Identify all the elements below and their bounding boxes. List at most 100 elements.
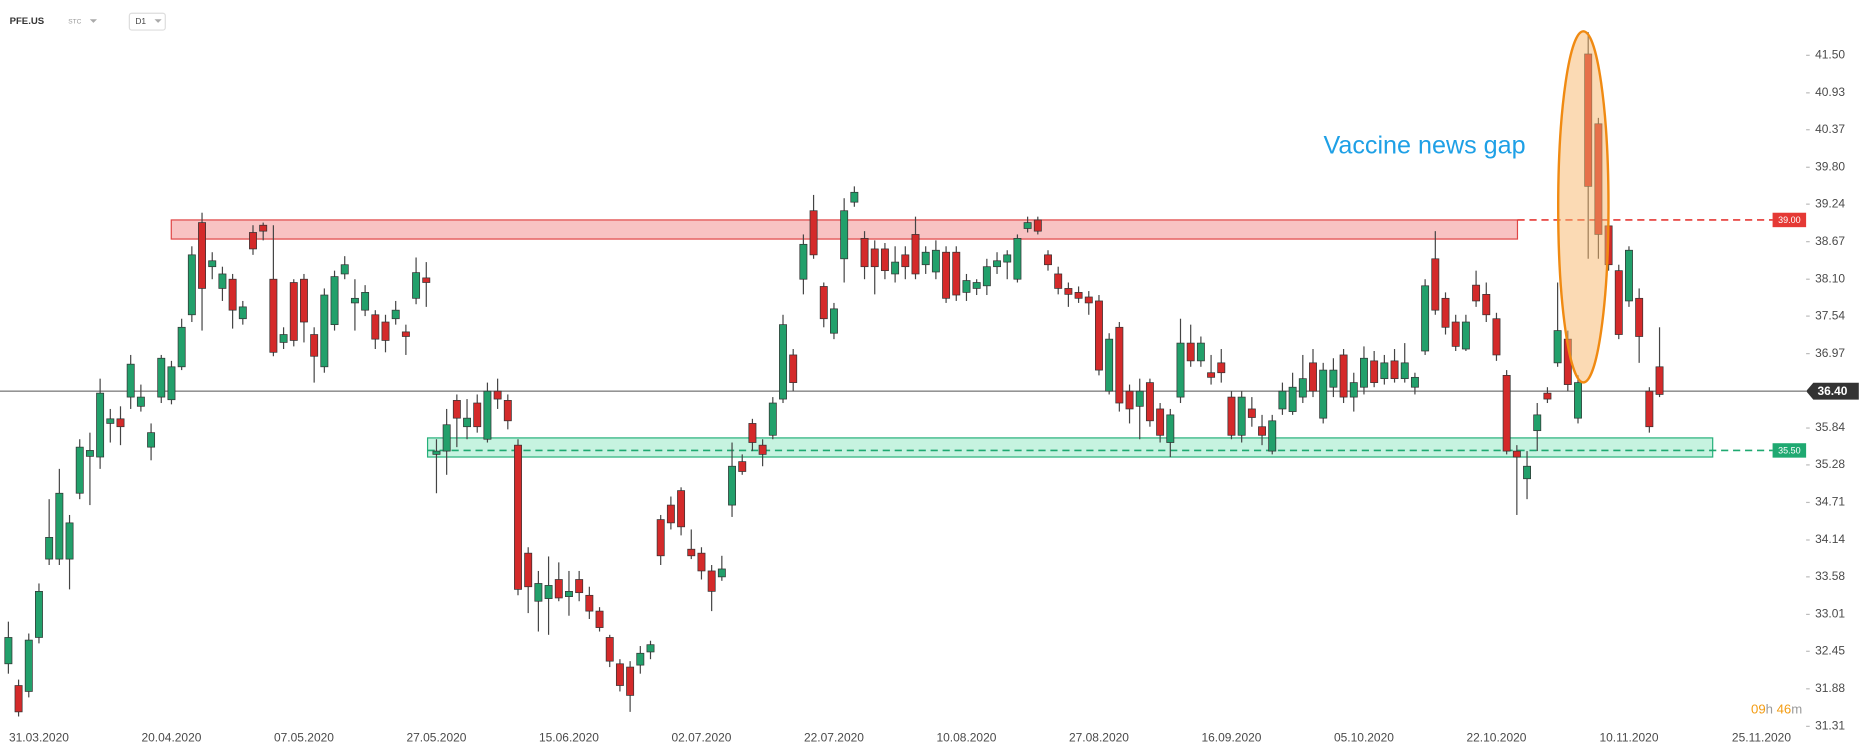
candle-body: [1023, 222, 1032, 229]
candle-body: [249, 232, 257, 250]
candle-body: [442, 424, 451, 452]
candle-body: [565, 590, 573, 597]
candle-body: [1472, 284, 1481, 302]
candle-body: [952, 251, 961, 296]
x-tick-label: 10.11.2020: [1599, 731, 1658, 745]
candle-body: [942, 251, 951, 299]
candle-body: [1339, 354, 1348, 398]
candle-body: [279, 334, 288, 343]
candle-body: [982, 266, 991, 287]
candle-body: [1125, 390, 1134, 410]
x-tick-label: 27.08.2020: [1069, 731, 1129, 745]
candle-body: [1237, 396, 1246, 436]
y-tick-label: 35.28: [1815, 457, 1845, 471]
candle-body: [340, 264, 349, 275]
candle-body: [544, 585, 553, 599]
symbol: PFE.US: [10, 16, 45, 27]
candle-body: [187, 254, 196, 316]
candle-body: [1451, 321, 1460, 347]
candle-body: [748, 423, 757, 443]
candle-body: [55, 492, 64, 560]
candle-body: [819, 286, 828, 320]
dropdown-arrow: [154, 19, 162, 23]
candle-body: [106, 418, 115, 424]
candle-body: [228, 278, 237, 311]
candle-body: [493, 390, 502, 400]
candle-body: [1655, 366, 1664, 395]
candle-body: [1380, 362, 1389, 380]
candle-body: [1635, 297, 1644, 337]
candle-body: [463, 417, 471, 428]
candle-body: [962, 280, 971, 293]
candle-body: [503, 400, 512, 422]
interval-box[interactable]: [128, 12, 166, 31]
candle-body: [4, 637, 13, 665]
candle-body: [45, 536, 54, 560]
candle-body: [707, 570, 716, 592]
candle-body: [870, 248, 879, 268]
candle-body: [320, 294, 329, 368]
candle-body: [1512, 450, 1521, 458]
y-tick-label: 32.45: [1815, 643, 1845, 657]
candle-body: [371, 314, 380, 340]
candle-body: [1227, 396, 1236, 436]
candle-body: [697, 552, 706, 572]
highlight-ellipse: [1556, 30, 1610, 384]
candle-body: [65, 522, 74, 560]
candle-body: [300, 278, 308, 323]
y-tick-label: 31.31: [1815, 719, 1845, 733]
dropdown-arrow[interactable]: [89, 19, 98, 23]
symbol-tag: STC: [68, 18, 81, 25]
candle-body: [1258, 426, 1266, 436]
candle-body: [167, 366, 176, 401]
candle-body: [626, 666, 635, 696]
candle-body: [758, 444, 767, 455]
y-axis: 41.50 40.93 40.37 39.80 39.24 38.67 38.10 37.54…: [1772, 47, 1859, 733]
candle-body: [432, 450, 441, 455]
x-tick-label: 10.08.2020: [936, 731, 996, 745]
candle-body: [310, 334, 319, 357]
candle-body: [85, 450, 94, 457]
candle-body: [1492, 318, 1501, 356]
timer-part: m: [1791, 702, 1802, 717]
candle-body: [768, 402, 777, 436]
candle-body: [931, 249, 940, 273]
candle-body: [1421, 285, 1430, 352]
last-price-label: 36.40: [1817, 384, 1847, 398]
candle-body: [1400, 362, 1409, 380]
candle-body: [738, 461, 747, 472]
candle-body: [666, 504, 675, 524]
candle-body: [1207, 372, 1216, 378]
candle-body: [1523, 465, 1531, 480]
candle-body: [840, 210, 849, 260]
level-box: [1772, 212, 1807, 228]
candle-body: [514, 444, 522, 590]
candle-body: [96, 392, 105, 458]
candle-body: [615, 663, 624, 686]
candle-body: [24, 639, 33, 692]
candle-body: [677, 490, 686, 528]
candle-body: [381, 321, 390, 341]
timer: 09h 46m: [1751, 702, 1802, 717]
level-label: 35.50: [1778, 445, 1800, 455]
candle-body: [361, 292, 370, 311]
y-tick-label: 31.88: [1815, 681, 1845, 695]
candle-body: [1135, 390, 1144, 407]
candle-body: [289, 282, 298, 341]
candle-body: [75, 446, 84, 494]
timer-part: 46: [1777, 702, 1792, 717]
candle-body: [1044, 254, 1052, 266]
candle-body: [1298, 378, 1307, 398]
candle-body: [401, 331, 410, 337]
candle-body: [921, 251, 930, 266]
candle-body: [1360, 357, 1368, 388]
last-price-box: [1806, 382, 1859, 400]
candle-body: [238, 306, 247, 320]
candle-body: [1329, 369, 1338, 388]
candle-body: [422, 277, 431, 283]
y-tick-label: 34.14: [1815, 532, 1845, 546]
candle-body: [1247, 408, 1256, 418]
